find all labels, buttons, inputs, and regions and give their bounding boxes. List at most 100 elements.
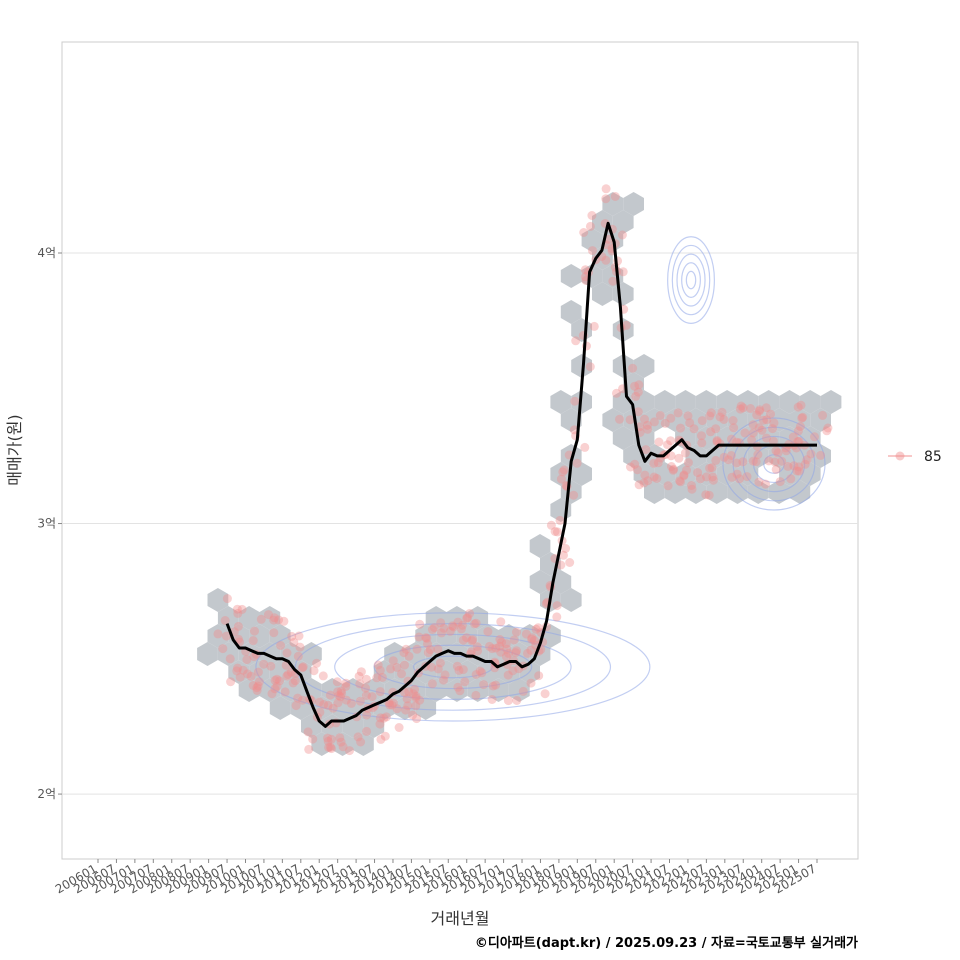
- hexbin-cell: [217, 642, 239, 666]
- transaction-point: [465, 609, 475, 618]
- hexbin-cell: [602, 192, 624, 216]
- transaction-point: [641, 445, 651, 455]
- hexbin-cell: [269, 696, 291, 720]
- hexbin-cell: [695, 426, 717, 450]
- transaction-point: [356, 737, 366, 747]
- transaction-point: [379, 713, 389, 723]
- hexbin-cell: [269, 624, 291, 648]
- hexbin-cell: [197, 642, 218, 666]
- transaction-point: [556, 474, 566, 484]
- transaction-point: [561, 544, 571, 553]
- transaction-point: [298, 695, 308, 705]
- hexbin-cell: [654, 390, 676, 414]
- transaction-point: [569, 490, 579, 500]
- transaction-point: [719, 415, 729, 424]
- hexbin-cell: [685, 480, 707, 504]
- transaction-point: [580, 265, 590, 275]
- transaction-point: [333, 698, 343, 708]
- transaction-point: [449, 622, 459, 632]
- transaction-point: [315, 697, 324, 707]
- transaction-point: [631, 391, 641, 401]
- density-contour: [412, 655, 493, 679]
- density-contour: [334, 633, 572, 700]
- density-contour: [676, 253, 706, 307]
- transaction-point: [806, 449, 816, 459]
- transaction-point: [695, 474, 705, 484]
- transaction-point: [697, 438, 707, 448]
- transaction-point: [796, 400, 806, 410]
- transaction-point: [781, 446, 791, 456]
- transaction-point: [377, 672, 387, 682]
- transaction-point: [381, 712, 391, 722]
- transaction-point: [386, 664, 396, 674]
- transaction-point: [496, 617, 506, 627]
- hexbin-cell: [810, 444, 831, 468]
- transaction-point: [373, 660, 383, 670]
- transaction-point: [643, 476, 653, 486]
- transaction-point: [222, 631, 231, 641]
- transaction-point: [222, 594, 232, 604]
- transaction-point: [742, 472, 752, 482]
- transaction-point: [293, 693, 303, 703]
- transaction-point: [707, 463, 717, 473]
- transaction-point: [783, 461, 793, 471]
- transaction-point: [404, 687, 414, 697]
- transaction-point: [689, 424, 699, 434]
- transaction-point: [769, 418, 779, 428]
- transaction-point: [610, 192, 620, 201]
- transaction-point: [552, 612, 562, 622]
- transaction-point: [504, 648, 514, 658]
- transaction-point: [402, 694, 412, 704]
- hexbin-cell: [633, 354, 655, 378]
- transaction-point: [380, 731, 390, 741]
- transaction-point: [706, 408, 716, 418]
- transaction-point: [727, 472, 737, 482]
- transaction-point: [724, 455, 733, 465]
- transaction-point: [250, 626, 259, 636]
- transaction-point: [794, 466, 804, 476]
- transaction-point: [445, 626, 455, 636]
- transaction-point: [259, 659, 269, 669]
- transaction-point: [471, 618, 481, 628]
- hexbin-cell: [768, 480, 790, 504]
- transaction-point: [612, 388, 621, 398]
- transaction-point: [571, 336, 581, 346]
- hexbin-cell: [727, 444, 748, 468]
- transaction-point: [462, 613, 472, 623]
- density-contour: [763, 454, 785, 474]
- transaction-point: [404, 651, 414, 661]
- transaction-point: [705, 411, 715, 421]
- transaction-point: [242, 655, 252, 665]
- transaction-point: [668, 465, 678, 475]
- transaction-point: [436, 618, 446, 628]
- transaction-point: [267, 689, 277, 699]
- transaction-point: [786, 474, 796, 484]
- transaction-point: [608, 276, 618, 286]
- transaction-point: [798, 412, 808, 422]
- transaction-point: [372, 673, 382, 683]
- transaction-point: [706, 427, 716, 437]
- transaction-point: [447, 621, 457, 631]
- transaction-point: [753, 450, 763, 460]
- hexbin-cell: [384, 642, 405, 666]
- transaction-point: [233, 608, 243, 618]
- hexbin-cell: [415, 660, 437, 684]
- transaction-point: [361, 674, 371, 684]
- transaction-point: [701, 490, 711, 500]
- transaction-point: [655, 411, 665, 420]
- transaction-point: [483, 627, 493, 637]
- hexbin-cell: [706, 480, 728, 504]
- transaction-point: [458, 635, 468, 645]
- transaction-point: [529, 636, 539, 645]
- transaction-point: [802, 455, 812, 465]
- transaction-point: [233, 621, 243, 631]
- transaction-point: [708, 475, 718, 485]
- transaction-point: [280, 687, 290, 697]
- hexbin-cell: [290, 696, 312, 720]
- hexbin-cell: [560, 480, 582, 504]
- transaction-point: [375, 719, 385, 729]
- transaction-point: [318, 671, 328, 681]
- transaction-point: [453, 617, 463, 627]
- transaction-point: [274, 615, 284, 625]
